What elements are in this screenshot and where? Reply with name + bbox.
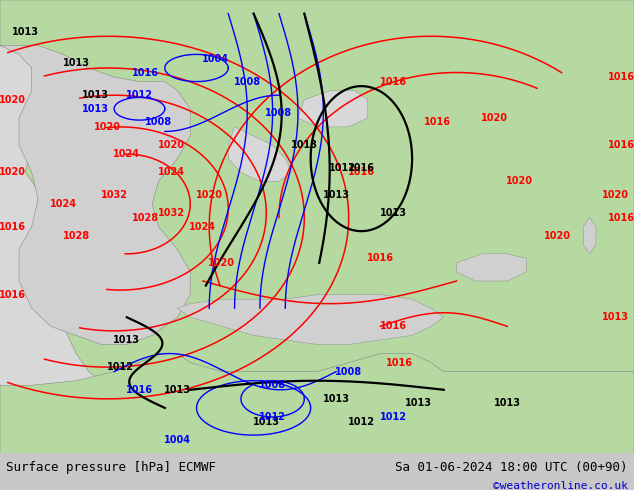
Text: 1013: 1013 (494, 398, 521, 408)
Polygon shape (228, 127, 292, 181)
Text: 1020: 1020 (507, 176, 533, 186)
Text: 1020: 1020 (602, 190, 628, 200)
Text: 1013: 1013 (602, 312, 628, 322)
Text: 1013: 1013 (12, 27, 39, 37)
Text: 1013: 1013 (63, 58, 89, 69)
Text: 1016: 1016 (367, 253, 394, 263)
Polygon shape (0, 354, 634, 453)
Polygon shape (456, 254, 526, 281)
Text: 1012: 1012 (107, 362, 134, 372)
Text: 1016: 1016 (348, 163, 375, 172)
Text: 1008: 1008 (335, 367, 362, 377)
Text: 1016: 1016 (0, 290, 26, 299)
Text: Surface pressure [hPa] ECMWF: Surface pressure [hPa] ECMWF (6, 462, 216, 474)
Text: 1024: 1024 (50, 199, 77, 209)
Text: 1020: 1020 (158, 140, 184, 150)
Text: 1013: 1013 (82, 104, 108, 114)
Text: 1004: 1004 (164, 435, 191, 444)
Text: 1028: 1028 (133, 213, 159, 222)
Polygon shape (178, 294, 444, 344)
Text: 1024: 1024 (113, 149, 140, 159)
Text: 1020: 1020 (94, 122, 121, 132)
Text: 1008: 1008 (259, 380, 286, 390)
Text: 1020: 1020 (545, 231, 571, 241)
Text: 1016: 1016 (0, 221, 26, 232)
Text: 1016: 1016 (608, 140, 634, 150)
Text: 1013: 1013 (82, 90, 108, 100)
Text: 1016: 1016 (380, 321, 406, 331)
Text: 1013: 1013 (113, 335, 140, 345)
Text: 1004: 1004 (202, 54, 229, 64)
Text: 1028: 1028 (63, 231, 89, 241)
Text: 1032: 1032 (101, 190, 127, 200)
Text: ©weatheronline.co.uk: ©weatheronline.co.uk (493, 481, 628, 490)
Text: 1012: 1012 (126, 90, 153, 100)
Text: 1012: 1012 (348, 416, 375, 426)
Text: 1024: 1024 (158, 167, 184, 177)
Polygon shape (298, 91, 368, 127)
Text: 1016: 1016 (133, 68, 159, 77)
Text: 1012: 1012 (329, 163, 356, 172)
Text: 1013: 1013 (291, 140, 318, 150)
Text: 1008: 1008 (266, 108, 292, 118)
Text: 1013: 1013 (380, 208, 406, 218)
Text: 1020: 1020 (481, 113, 508, 123)
Polygon shape (0, 46, 190, 344)
Text: 1016: 1016 (126, 385, 153, 395)
Text: 1016: 1016 (380, 76, 406, 87)
Text: 1013: 1013 (405, 398, 432, 408)
Text: 1016: 1016 (608, 72, 634, 82)
Text: 1016: 1016 (348, 167, 375, 177)
Polygon shape (583, 218, 596, 254)
Text: 1013: 1013 (323, 190, 349, 200)
Polygon shape (0, 0, 634, 431)
Text: Sa 01-06-2024 18:00 UTC (00+90): Sa 01-06-2024 18:00 UTC (00+90) (395, 462, 628, 474)
Text: 1020: 1020 (209, 258, 235, 268)
Text: 1013: 1013 (323, 394, 349, 404)
Text: 1016: 1016 (386, 358, 413, 368)
Text: 1013: 1013 (253, 416, 280, 426)
Text: 1020: 1020 (196, 190, 223, 200)
Text: 1016: 1016 (424, 118, 451, 127)
Text: 1008: 1008 (145, 118, 172, 127)
Text: 1020: 1020 (0, 95, 26, 105)
Text: 1008: 1008 (234, 76, 261, 87)
Text: 1012: 1012 (259, 412, 286, 422)
Text: 1024: 1024 (190, 221, 216, 232)
Text: 1012: 1012 (380, 412, 406, 422)
Text: 1032: 1032 (158, 208, 184, 218)
Text: 1013: 1013 (164, 385, 191, 395)
Text: 1020: 1020 (0, 167, 26, 177)
Polygon shape (0, 0, 634, 453)
Text: 1016: 1016 (608, 213, 634, 222)
